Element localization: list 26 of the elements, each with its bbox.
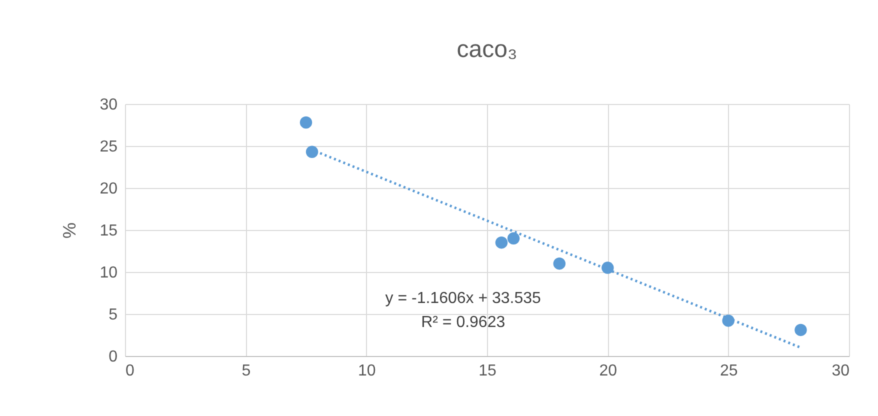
x-tick-label: 25 <box>720 362 738 380</box>
y-tick-label: 20 <box>100 180 118 198</box>
point <box>306 146 318 158</box>
x-tick-label: 30 <box>832 362 850 380</box>
y-tick-label: 15 <box>100 222 118 240</box>
point <box>602 262 614 274</box>
annotation: R² = 0.9623 <box>421 314 506 332</box>
point <box>300 116 312 129</box>
point <box>507 232 520 245</box>
y-tick-label: 5 <box>108 306 118 324</box>
point <box>553 257 566 270</box>
x-tick-label: 15 <box>478 362 496 380</box>
y-axis-title: % <box>60 222 80 239</box>
x-tick-label: 5 <box>242 362 251 380</box>
x-tick-label: 0 <box>126 362 134 380</box>
y-tick-label: 30 <box>100 96 118 114</box>
point <box>794 324 807 336</box>
x-tick-label: 10 <box>358 362 376 380</box>
y-tick-label: 10 <box>100 264 118 282</box>
annotation: y = -1.1606x + 33.535 <box>385 290 542 308</box>
point <box>722 314 734 327</box>
chart-title: caco₃ <box>456 36 518 63</box>
point <box>495 236 508 249</box>
x-tick-label: 20 <box>599 362 618 380</box>
y-tick-label: 0 <box>108 348 118 366</box>
y-tick-label: 25 <box>100 138 118 156</box>
